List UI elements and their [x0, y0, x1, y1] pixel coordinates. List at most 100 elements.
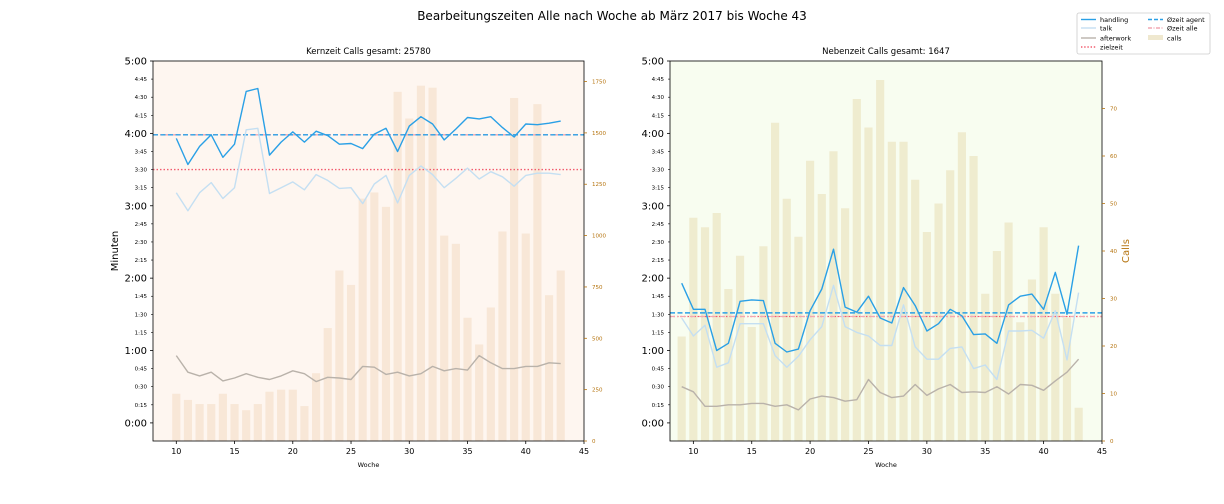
p0-calls-bar — [323, 328, 332, 441]
p1-calls-bar — [934, 203, 943, 441]
p0-calls-bar — [300, 406, 309, 441]
p1-y-minor-tick-label: 2:15 — [652, 258, 665, 264]
legend-label-zielzeit: zielzeit — [1100, 44, 1123, 52]
p1-calls-bar — [946, 170, 955, 441]
p0-calls-bar — [463, 317, 472, 441]
p0-calls-bar — [183, 399, 193, 441]
p1-x-axis-label: Woche — [875, 461, 897, 469]
p0-calls-bar — [288, 389, 297, 441]
legend-entry-zielzeit: zielzeit — [1081, 44, 1123, 52]
p1-calls-bar — [887, 141, 896, 441]
p1-y2-tick-label: 0 — [1110, 439, 1114, 445]
p0-y-axis-label: Minuten — [110, 231, 121, 272]
p1-calls-bar — [957, 132, 966, 441]
p1-calls-bar — [747, 327, 756, 441]
p1-calls-bar — [981, 293, 990, 441]
p0-axes-frame — [152, 60, 585, 442]
p1-y2-tick-label: 20 — [1110, 344, 1117, 350]
p1-calls-bar — [735, 255, 745, 441]
legend-label-calls: calls — [1167, 35, 1182, 43]
p1-y-minor-tick-label: 3:45 — [652, 149, 665, 155]
p1-y-minor-tick-label: 1:15 — [652, 330, 665, 336]
p1-y-minor-tick-label: 0:45 — [652, 367, 665, 373]
panel-nebenzeit: Nebenzeit Calls gesamt: 1647 10 15 20 25 30 35… — [642, 47, 1132, 469]
p1-calls-bar — [899, 141, 908, 441]
p0-calls-bar — [475, 344, 484, 441]
p0-handling-line — [175, 87, 561, 166]
legend-label-talk: talk — [1100, 25, 1112, 33]
p1-y-minor-tick-label: 1:30 — [652, 312, 665, 318]
p0-calls-bar — [346, 284, 356, 441]
p0-y-minor-tick-label: 3:15 — [135, 186, 148, 192]
p1-talk-line — [681, 284, 1080, 381]
p0-x-tick-label: 20 — [288, 447, 298, 456]
p1-y2-tick-label: 60 — [1110, 154, 1117, 160]
p0-calls-bar — [218, 393, 227, 441]
p0-calls-bar — [544, 295, 554, 441]
p1-calls-bar — [1039, 227, 1048, 441]
legend-label-oezeit-agent: Øzeit agent — [1167, 16, 1205, 24]
legend-entry-oezeit-agent: Øzeit agent — [1148, 16, 1205, 24]
p0-y-minor-tick-label: 2:15 — [135, 258, 148, 264]
p1-y-minor-tick-label: 3:15 — [652, 186, 665, 192]
p1-calls-bar — [852, 99, 861, 441]
p0-calls-bar — [253, 404, 262, 441]
p0-x-tick-label: 10 — [171, 447, 181, 456]
p0-afterwork-line — [175, 354, 561, 383]
p0-y-major-tick-label: 5:00 — [125, 57, 147, 68]
p1-calls-bar — [876, 80, 885, 441]
legend-label-afterwork: afterwork — [1100, 35, 1131, 43]
p1-plot-background — [670, 61, 1102, 441]
p0-x-tick-label: 25 — [346, 447, 356, 456]
p1-x-tick-label: 45 — [1097, 447, 1107, 456]
legend-entry-calls: calls — [1148, 35, 1182, 43]
p0-calls-bar — [428, 87, 437, 442]
panel-kernzeit: Kernzeit Calls gesamt: 25780 10 15 20 25 30 35… — [110, 47, 606, 469]
p0-calls-bar — [312, 373, 321, 441]
p0-y-minor-tick-label: 3:30 — [135, 168, 148, 174]
p0-y-major-tick-label: 1:00 — [125, 346, 147, 357]
p1-calls-bar — [1051, 293, 1060, 441]
p0-plot-background — [153, 61, 584, 441]
p0-y-major-tick-label: 0:00 — [125, 418, 147, 429]
legend-entry-afterwork: afterwork — [1081, 35, 1131, 43]
legend-entry-oezeit-alle: Øzeit alle — [1148, 25, 1198, 33]
p0-y-minor-tick-label: 4:45 — [135, 77, 148, 83]
p0-y-minor-tick-label: 0:15 — [135, 403, 148, 409]
legend: handling talk afterwork zielzeit Øzeit a… — [1076, 12, 1211, 55]
p0-y2-tick-label: 1250 — [592, 182, 606, 188]
p0-calls-bar — [498, 231, 507, 441]
p0-y-minor-tick-label: 1:15 — [135, 330, 148, 336]
p0-y-minor-tick-label: 1:45 — [135, 294, 148, 300]
p0-calls-bar — [370, 192, 379, 441]
p0-calls-bar — [207, 404, 216, 441]
p0-y2-tick-label: 250 — [592, 388, 603, 394]
p1-y-minor-tick-label: 4:15 — [652, 113, 665, 119]
p1-y-minor-tick-label: 1:45 — [652, 294, 665, 300]
p1-y-minor-tick-label: 2:45 — [652, 222, 665, 228]
p0-y-minor-tick-label: 3:45 — [135, 149, 148, 155]
p1-calls-bar — [806, 160, 815, 441]
p0-y2-tick-label: 1750 — [592, 80, 606, 86]
p0-y2-tick-label: 500 — [592, 336, 603, 342]
p1-x-tick-label: 25 — [863, 447, 873, 456]
p0-y-minor-tick-label: 4:30 — [135, 95, 148, 101]
p1-y-major-tick-label: 5:00 — [642, 57, 664, 68]
p1-x-tick-label: 35 — [980, 447, 990, 456]
p1-x-tick-label: 20 — [805, 447, 815, 456]
p0-x-tick-label: 40 — [521, 447, 531, 456]
p0-y-minor-tick-label: 0:30 — [135, 385, 148, 391]
p0-y-minor-tick-label: 0:45 — [135, 367, 148, 373]
p1-afterwork-line — [681, 358, 1080, 411]
p1-y-minor-tick-label: 2:30 — [652, 240, 665, 246]
p0-y-minor-tick-label: 4:15 — [135, 113, 148, 119]
p1-y-minor-tick-label: 4:45 — [652, 77, 665, 83]
p1-calls-bar — [864, 127, 873, 441]
p0-calls-bar — [381, 206, 391, 441]
legend-entry-talk: talk — [1081, 25, 1112, 33]
p1-calls-bar — [969, 156, 978, 441]
p0-calls-bar — [533, 104, 542, 441]
p1-y-minor-tick-label: 4:30 — [652, 95, 665, 101]
legend-frame — [1076, 12, 1211, 55]
p0-calls-bar — [486, 307, 495, 441]
